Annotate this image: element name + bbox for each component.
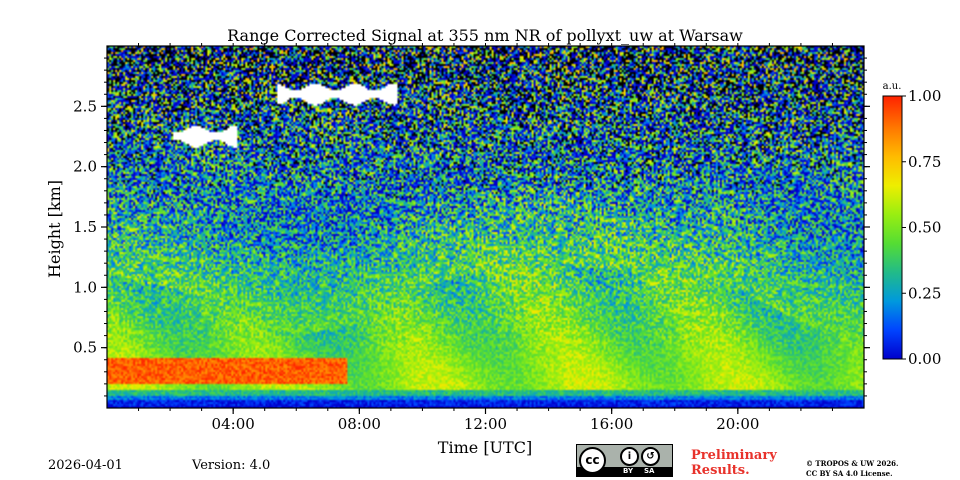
y-axis-label: Height [km] [45,180,64,278]
x-tick-label: 04:00 [212,415,255,433]
colorbar-tick-label: 0.25 [908,284,941,302]
cc-badge-strip [577,467,672,476]
y-tick-label: 2.0 [73,158,97,176]
plot-frame [106,45,865,409]
measurement-date: 2026-04-01 [48,458,123,473]
colorbar-ticks: 0.00 0.25 0.50 0.75 1.00 [902,87,941,368]
x-tick-label: 08:00 [338,415,381,433]
license-line-2: CC BY SA 4.0 License. [806,469,893,478]
preliminary-line-1: Preliminary [691,448,777,463]
y-axis-ticks: 0.5 1.0 1.5 2.0 2.5 [73,57,870,397]
colorbar-tick-label: 0.00 [908,350,941,368]
colorbar-tick-label: 0.75 [908,153,941,171]
colorbar-tick-label: 1.00 [908,87,941,105]
preliminary-results-note: Preliminary Results. [691,448,777,478]
colorbar-gradient [882,95,903,360]
plot-area: 04:00 08:00 12:00 16:00 20:00 0.5 1.0 1.5 2.0 2.… [73,43,870,433]
x-tick-label: 16:00 [590,415,633,433]
y-tick-label: 1.5 [73,218,97,236]
chart-title: Range Corrected Signal at 355 nm NR of p… [227,26,743,45]
x-axis-ticks: 04:00 08:00 12:00 16:00 20:00 [138,43,833,433]
cc-sa-label: SA [644,467,655,475]
creative-commons-icon: cc [579,447,606,474]
y-tick-label: 0.5 [73,339,97,357]
x-tick-label: 12:00 [464,415,507,433]
preliminary-line-2: Results. [691,463,750,478]
x-axis-label: Time [UTC] [438,438,532,457]
license-line-1: © TROPOS & UW 2026. [806,459,899,468]
x-tick-label: 20:00 [716,415,759,433]
attribution-icon: i [620,447,639,466]
share-alike-icon: ↺ [641,447,660,466]
cc-license-badge: cc i ↺ BY SA [576,444,673,477]
colorbar: a.u. 0.00 0.25 0.50 0.75 1.00 [882,81,941,368]
license-text: © TROPOS & UW 2026. CC BY SA 4.0 License… [806,459,899,479]
colorbar-tick-label: 0.50 [908,219,941,237]
backscatter-heatmap [107,46,864,408]
y-tick-label: 2.5 [73,97,97,115]
version-label: Version: 4.0 [192,458,271,473]
y-tick-label: 1.0 [73,278,97,296]
colorbar-unit-label: a.u. [883,81,902,92]
cc-by-label: BY [623,467,634,475]
